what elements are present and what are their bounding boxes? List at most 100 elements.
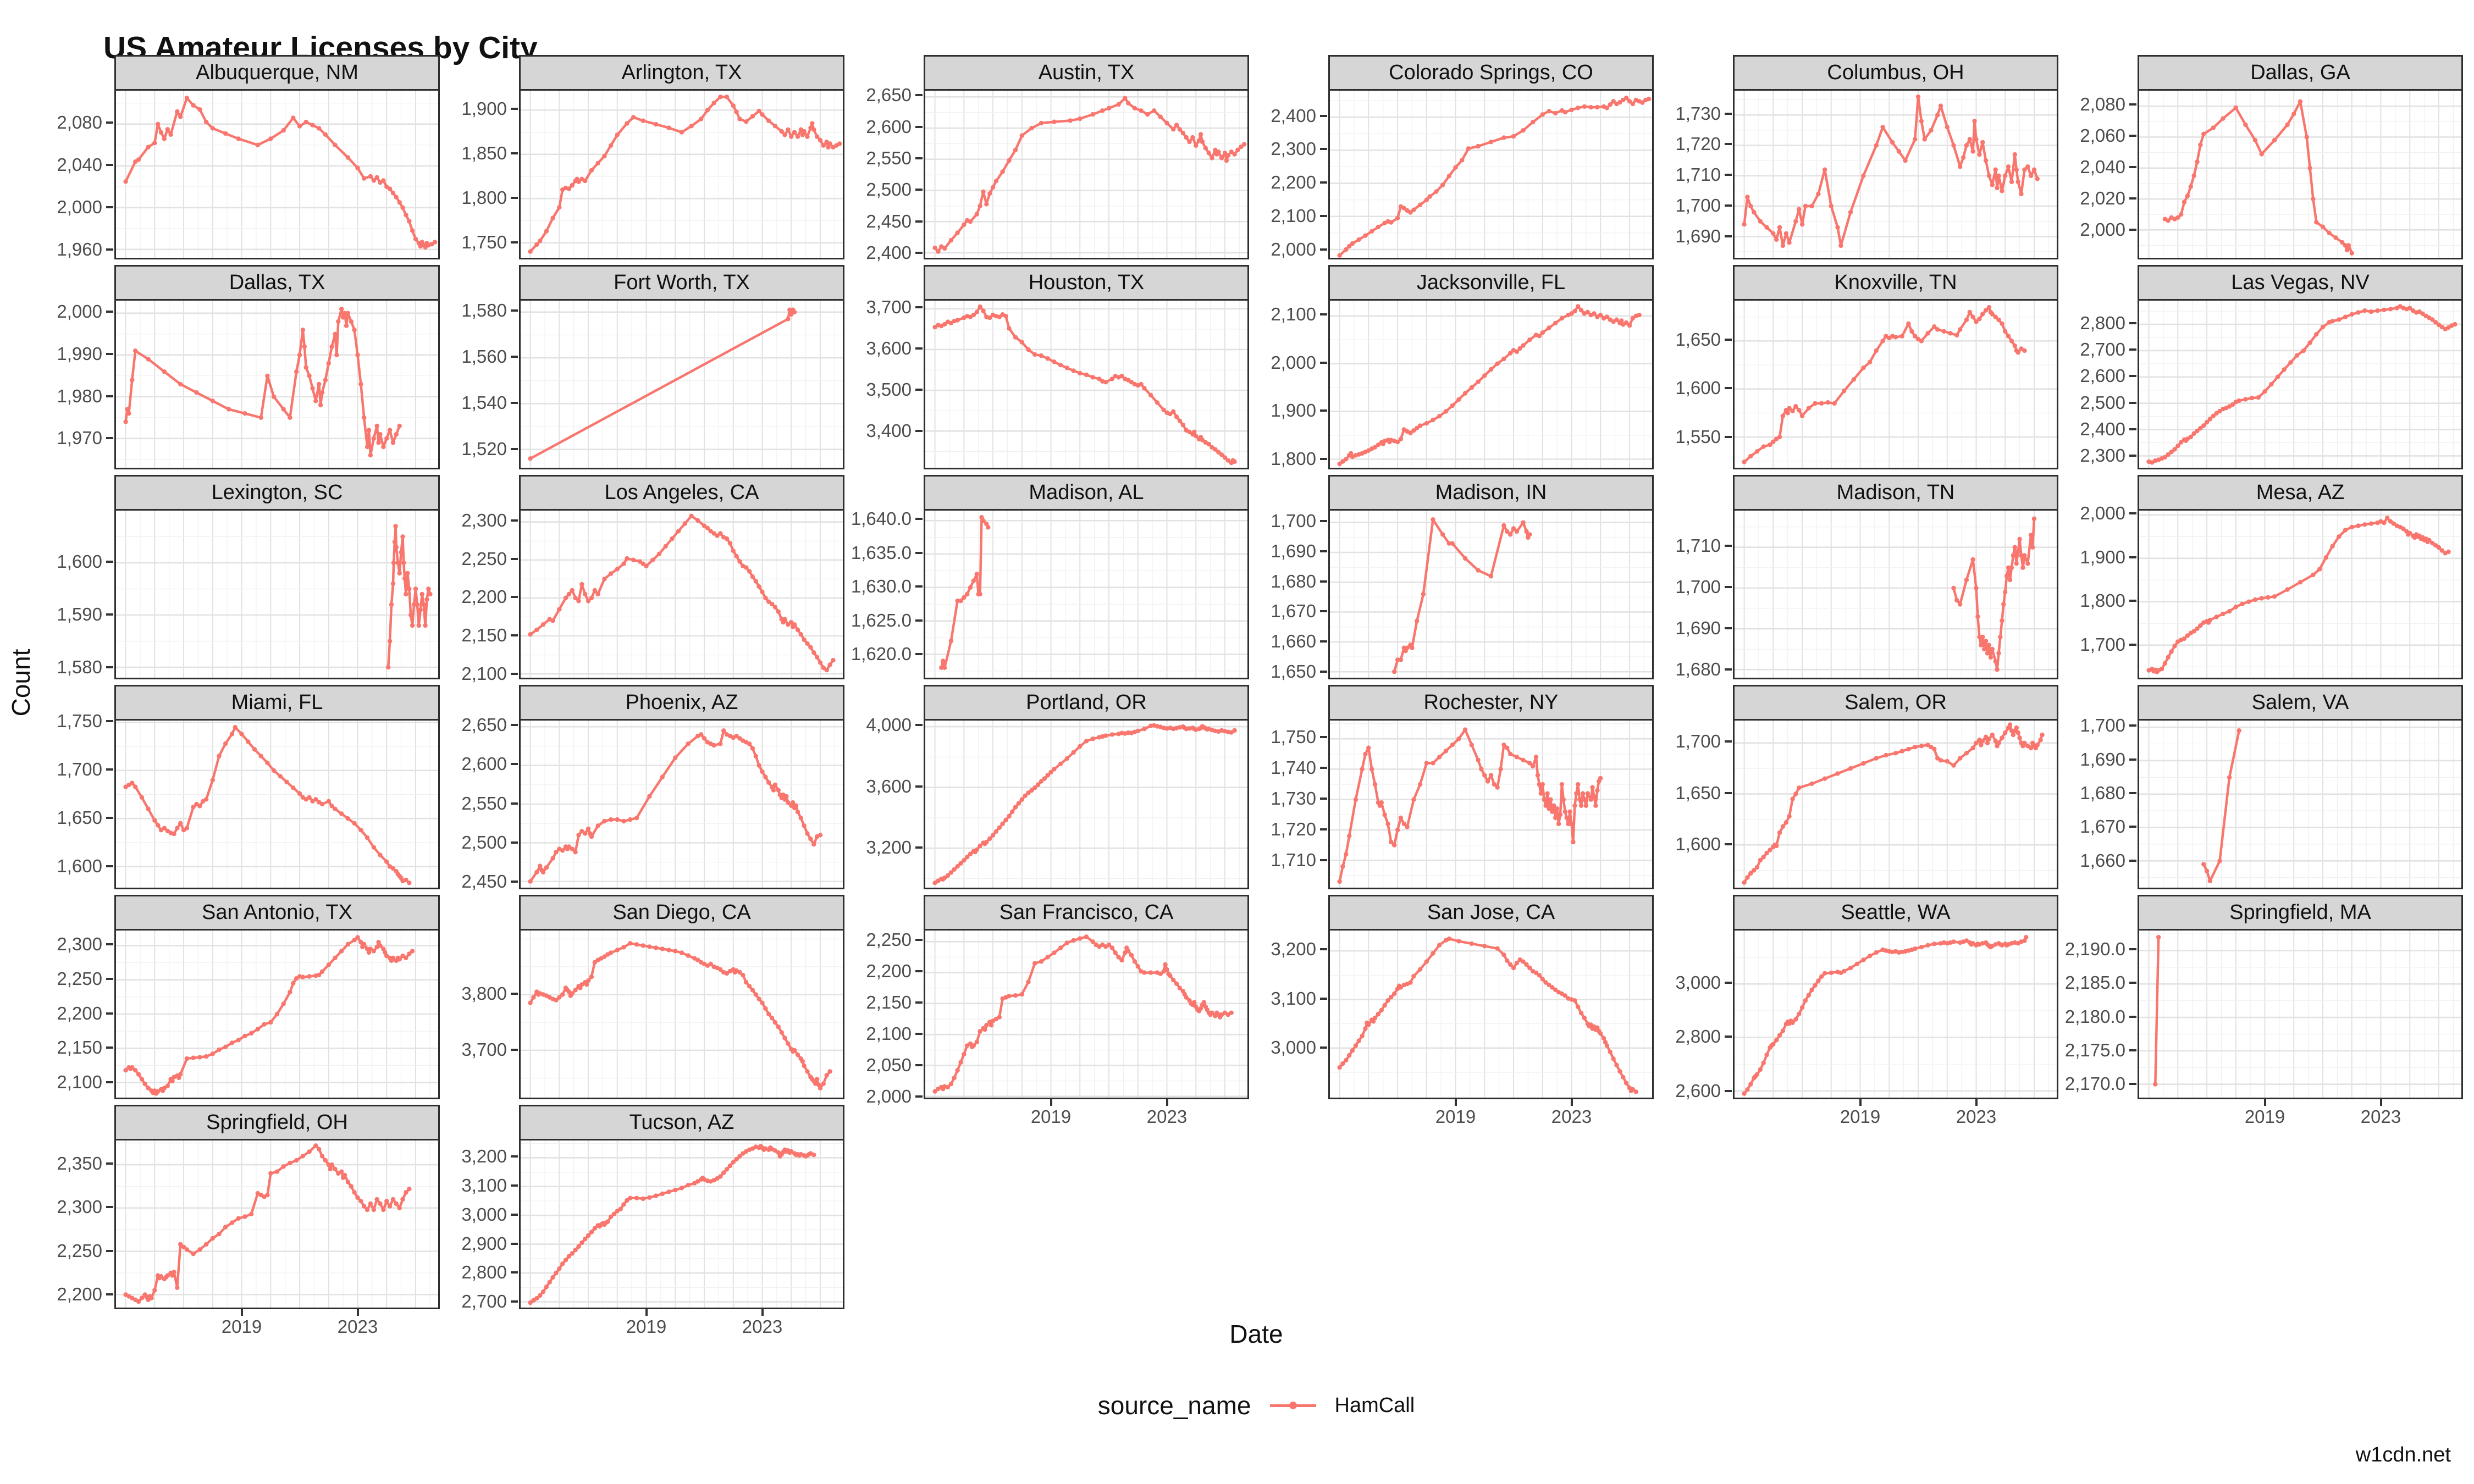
y-tick-mark [106,1081,113,1084]
y-tick-label: 1,700 [57,758,102,779]
y-tick-mark [2129,644,2136,646]
y-tick-mark [106,666,113,668]
y-tick-label: 1,600 [1675,378,1721,398]
facet-panel: 2,200 2,250 2,300 2,350 Springfield, OH 201… [49,1105,440,1337]
y-tick-mark [511,1155,518,1158]
panel: Houston, TX [924,265,1249,469]
plot-area [116,301,438,468]
watermark: w1cdn.net [2355,1443,2451,1466]
y-tick-label: 2,175.0 [2064,1040,2125,1061]
y-tick-label: 1,680 [1271,571,1316,591]
y-tick-label: 2,150 [461,625,507,646]
facet-strip-title: Austin, TX [925,57,1247,91]
plot-area [2139,91,2461,258]
y-tick-label: 1,690 [1675,618,1721,639]
panel: Columbus, OH [1733,55,2058,259]
x-axis-ticks: 2019 2023 [1330,1098,1652,1129]
facet-strip-title: Salem, VA [2139,686,2461,721]
y-tick-label: 3,800 [461,983,507,1004]
y-tick-label: 2,200 [1271,172,1316,193]
panel: Madison, AL [924,475,1249,679]
facet-panel: 1,970 1,980 1,990 2,000 Dallas, TX [49,265,440,469]
facet-panel: 1,600 1,650 1,700 Salem, OR [1668,685,2058,889]
x-tick-mark [761,1309,764,1316]
y-axis-ticks: 2,170.0 2,175.0 2,180.0 2,185.0 2,190.0 [2065,929,2138,1098]
y-tick-mark [1725,586,1732,589]
y-tick-mark [1320,361,1327,364]
y-tick-label: 2,100 [1271,206,1316,226]
y-tick-label: 1,580 [461,300,507,321]
facet-strip-title: Seattle, WA [1735,896,2057,931]
y-tick-mark [1725,1089,1732,1092]
y-tick-mark [1320,181,1327,184]
y-tick-mark [511,241,518,244]
y-axis-ticks: 1,960 2,000 2,040 2,080 [49,89,114,259]
panel: Rochester, NY [1328,685,1654,889]
y-tick-label: 1,690 [1675,225,1721,246]
plot-area [1735,301,2057,468]
y-tick-label: 2,300 [57,1197,102,1217]
facet-panel: 2,000 2,020 2,040 2,060 2,080 Dallas, GA [2073,55,2463,259]
y-tick-label: 2,400 [2080,418,2125,439]
y-tick-label: 1,660 [1271,631,1316,652]
y-tick-mark [915,724,923,727]
y-tick-mark [106,311,113,313]
y-tick-label: 2,060 [2080,125,2125,146]
facet-panel: 2,600 2,800 3,000 Seattle, WA 2019 2023 [1668,895,2058,1127]
facet-strip-title: Fort Worth, TX [521,267,843,301]
x-tick-mark [1050,1099,1052,1106]
line-chart [521,301,843,468]
y-tick-mark [511,1300,518,1303]
y-axis-ticks: 3,700 3,800 [454,929,519,1098]
x-tick-mark [240,1309,243,1316]
y-tick-label: 2,250 [866,929,912,950]
y-tick-label: 3,400 [866,420,912,441]
line-chart [1330,91,1652,258]
y-tick-mark [915,939,923,942]
y-tick-mark [2129,103,2136,106]
y-tick-mark [1320,671,1327,673]
y-tick-mark [1320,519,1327,522]
y-tick-label: 1,700 [1675,577,1721,597]
y-tick-mark [2129,197,2136,200]
facet-strip-title: Arlington, TX [521,57,843,91]
y-tick-mark [511,1271,518,1274]
y-axis-ticks: 1,580 1,590 1,600 [49,509,114,678]
y-tick-mark [106,1046,113,1049]
facet-panel: 2,400 2,450 2,500 2,550 2,600 2,650 Austin, T… [859,55,1249,263]
line-chart [521,1140,843,1308]
y-tick-label: 1,960 [57,239,102,259]
y-tick-mark [511,1213,518,1216]
y-tick-label: 2,550 [866,148,912,168]
plot-area [925,91,1247,258]
line-chart [116,721,438,888]
line-chart [116,931,438,1098]
y-tick-label: 2,050 [866,1054,912,1075]
facet-strip-title: Rochester, NY [1330,686,1652,721]
y-tick-label: 2,190.0 [2064,938,2125,959]
y-tick-label: 1,650 [57,807,102,828]
y-tick-mark [1725,174,1732,176]
y-tick-mark [511,841,518,844]
y-tick-label: 1,620.0 [851,644,912,665]
facet-panel: 1,800 1,900 2,000 2,100 Jacksonville, FL [1263,265,1654,469]
y-tick-mark [2129,428,2136,430]
y-tick-mark [1320,948,1327,951]
panel: Miami, FL [114,685,440,889]
y-tick-mark [511,152,518,154]
plot-area [521,1140,843,1308]
facet-panel: 2,000 2,050 2,100 2,150 2,200 2,250 San Franc… [859,895,1249,1127]
y-tick-mark [106,816,113,819]
y-tick-label: 2,300 [2080,445,2125,466]
facet-strip-title: Colorado Springs, CO [1330,57,1652,91]
y-tick-label: 1,540 [461,392,507,413]
y-tick-mark [1725,1036,1732,1038]
plot-area [116,1140,438,1308]
y-axis-ticks: 1,800 1,900 2,000 2,100 [1263,299,1328,469]
y-tick-mark [1320,550,1327,552]
y-tick-mark [915,1033,923,1036]
y-axis-ticks: 1,690 1,700 1,710 1,720 1,730 [1668,89,1733,258]
facet-strip-title: Madison, TN [1735,477,2057,511]
line-chart [521,721,843,888]
y-tick-mark [915,189,923,191]
